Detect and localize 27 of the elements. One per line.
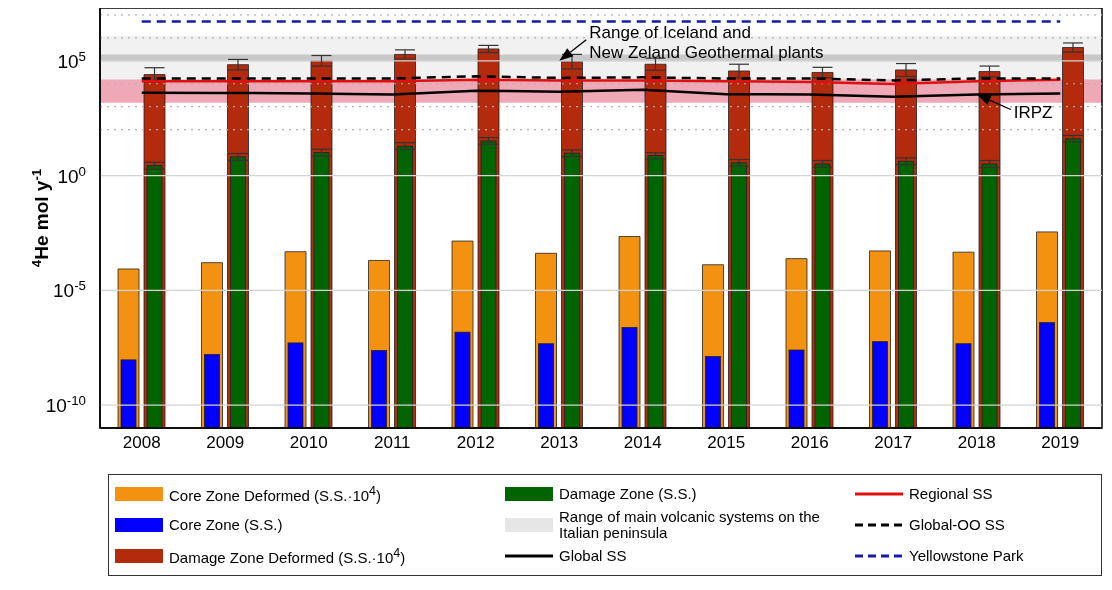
x-tick-label: 2014 xyxy=(623,433,662,453)
legend-label: Regional SS xyxy=(909,484,993,502)
annotation: Range of Iceland and New Zeland Geothermal plants xyxy=(589,22,824,62)
x-tick-label: 2012 xyxy=(456,433,495,453)
legend-label: Global-OO SS xyxy=(909,515,1005,533)
legend-label: Core Zone Deformed (S.S.·10$^{4}$) xyxy=(169,483,382,504)
x-tick-label: 2017 xyxy=(874,433,913,453)
x-tick-label: 2011 xyxy=(373,433,411,453)
legend-label: Global SS xyxy=(559,546,627,564)
x-tick-label: 2015 xyxy=(707,433,746,453)
legend-label: Yellowstone Park xyxy=(909,546,1024,564)
x-tick-label: 2009 xyxy=(206,433,245,453)
x-tick-label: 2019 xyxy=(1041,433,1080,453)
legend-label: Damage Zone Deformed (S.S.·10$^{4}$) xyxy=(169,545,406,566)
x-tick-label: 2016 xyxy=(790,433,829,453)
x-tick-label: 2018 xyxy=(957,433,996,453)
y-tick-label: 10$^{-10}$ xyxy=(45,392,86,417)
y-tick-label: 10$^{-5}$ xyxy=(53,277,86,302)
y-tick-label: 10$^{0}$ xyxy=(57,163,86,187)
x-tick-label: 2013 xyxy=(540,433,579,453)
legend-label: Core Zone (S.S.) xyxy=(169,515,283,533)
x-tick-label: 2010 xyxy=(289,433,328,453)
y-tick-label: 10$^{5}$ xyxy=(57,48,86,72)
legend-label: Damage Zone (S.S.) xyxy=(559,484,697,502)
x-tick-label: 2008 xyxy=(122,433,161,453)
legend-label: Range of main volcanic systems on the Italian peninsula xyxy=(559,507,821,541)
annotation: IRPZ xyxy=(1013,102,1053,122)
